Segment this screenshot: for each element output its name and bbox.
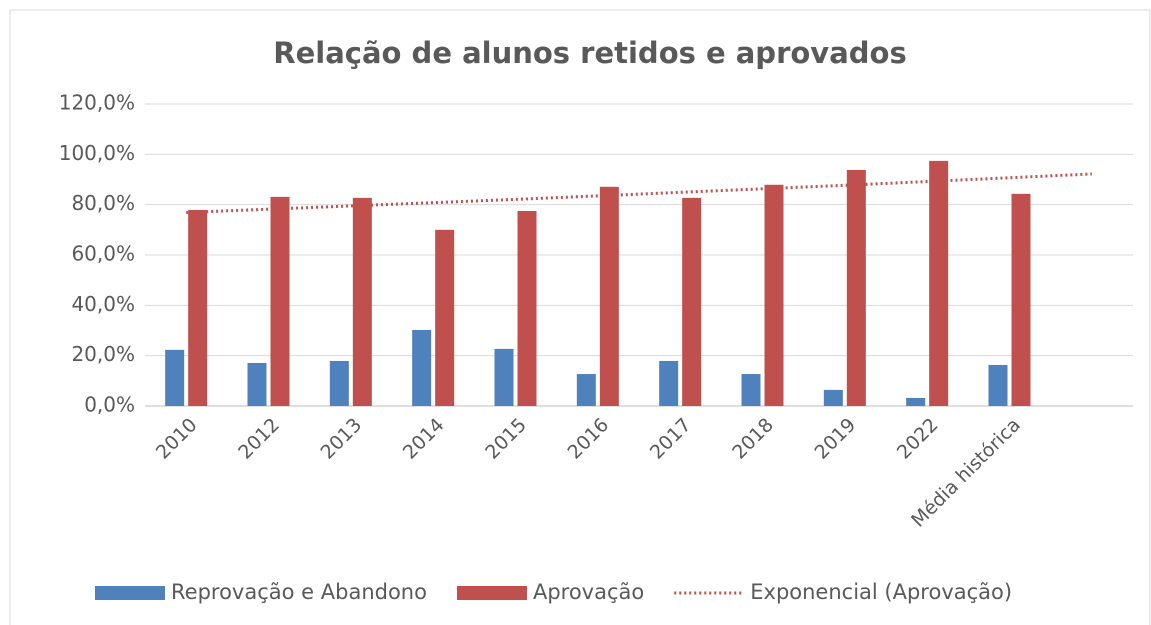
y-tick-label: 0,0% xyxy=(84,393,135,417)
y-tick-label: 20,0% xyxy=(71,342,135,366)
legend-label: Reprovação e Abandono xyxy=(171,580,427,604)
y-tick-label: 40,0% xyxy=(71,292,135,316)
bar xyxy=(599,186,619,406)
legend-swatch xyxy=(456,586,527,600)
trend-line xyxy=(186,172,1092,214)
bar xyxy=(823,389,843,406)
y-tick-label: 80,0% xyxy=(71,191,135,215)
y-tick-label: 60,0% xyxy=(71,242,135,266)
bar xyxy=(906,397,926,406)
bar xyxy=(741,374,761,406)
chart-title: Relação de alunos retidos e aprovados xyxy=(273,36,906,70)
y-tick-label: 120,0% xyxy=(59,91,135,115)
bar xyxy=(494,348,514,406)
y-tick-label: 100,0% xyxy=(59,141,135,165)
bar xyxy=(247,362,267,406)
bar xyxy=(412,329,432,406)
bar xyxy=(1011,193,1031,406)
bar xyxy=(576,374,596,406)
bar xyxy=(435,229,455,406)
legend-label: Aprovação xyxy=(533,580,644,604)
bar xyxy=(270,196,290,406)
legend-swatch xyxy=(95,586,165,600)
bar xyxy=(188,209,208,406)
bar xyxy=(988,364,1008,406)
bar xyxy=(682,197,702,406)
legend-label: Exponencial (Aprovação) xyxy=(750,580,1012,604)
bar xyxy=(764,184,784,406)
bar xyxy=(329,360,349,406)
bar xyxy=(929,160,949,406)
bar xyxy=(659,360,679,406)
bar xyxy=(846,169,866,406)
bar xyxy=(352,197,372,406)
bar xyxy=(517,210,537,406)
bar xyxy=(165,349,185,406)
chart-frame xyxy=(9,9,1151,625)
